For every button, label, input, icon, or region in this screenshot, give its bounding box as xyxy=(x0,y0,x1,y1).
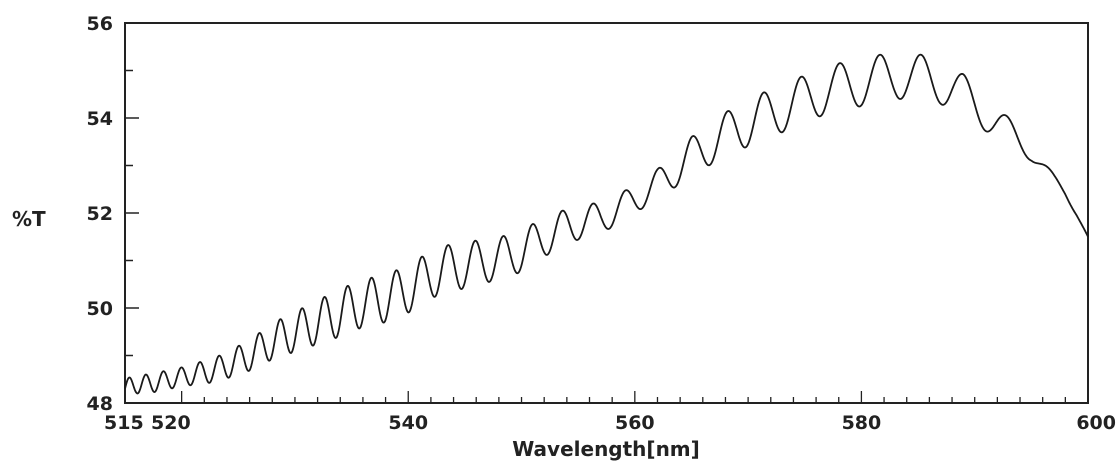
y-tick-label: 56 xyxy=(87,13,113,35)
y-axis-ticks xyxy=(125,22,139,404)
x-tick-label: 560 xyxy=(615,412,655,434)
y-tick-label: 52 xyxy=(87,203,113,225)
y-tick-label: 48 xyxy=(87,393,113,415)
plot-frame xyxy=(124,22,1089,404)
x-tick-label: 515 xyxy=(104,412,144,434)
x-axis-ticks xyxy=(180,391,1089,403)
transmission-series-line xyxy=(124,53,1089,395)
x-tick-label: 540 xyxy=(388,412,428,434)
y-axis-title: %T xyxy=(12,207,46,231)
y-axis-tick-labels: 48 50 52 54 56 xyxy=(87,13,113,415)
y-tick-label: 54 xyxy=(87,108,113,130)
y-tick-label: 50 xyxy=(87,298,113,320)
x-axis-title: Wavelength[nm] xyxy=(512,437,700,461)
x-tick-label: 600 xyxy=(1076,412,1116,434)
x-tick-label: 580 xyxy=(842,412,882,434)
x-tick-label: 520 xyxy=(151,412,191,434)
x-axis-tick-labels: 515 520 540 560 580 600 xyxy=(104,412,1116,434)
